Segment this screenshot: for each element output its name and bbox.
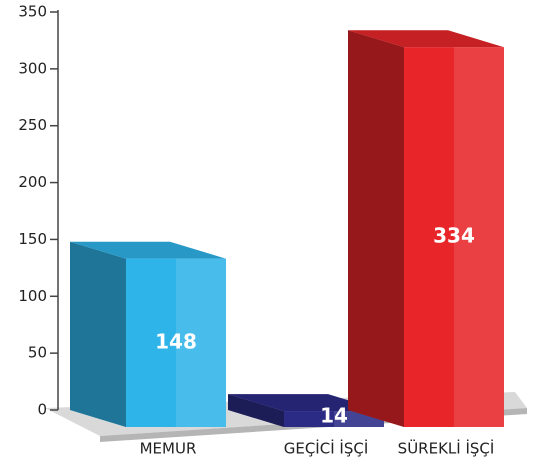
bar-side — [228, 394, 284, 427]
bar-top — [348, 30, 504, 48]
bar-top-shade — [70, 241, 226, 259]
bar-front-light — [454, 47, 504, 428]
bar-front — [126, 258, 226, 427]
y-tick-label: 150 — [18, 230, 47, 248]
bar-side — [70, 241, 126, 427]
bar-front-light — [176, 258, 226, 427]
y-tick-label: 100 — [18, 287, 47, 305]
x-tick-label: SÜREKLİ İŞÇİ — [398, 439, 495, 458]
bar-top-shade — [348, 30, 504, 48]
bar-side-shade — [348, 30, 404, 428]
x-tick-label: MEMUR — [140, 440, 197, 458]
x-tick-label: GEÇİCİ İŞÇİ — [284, 439, 369, 458]
y-tick-label: 350 — [18, 3, 47, 21]
bar-side-shade — [70, 241, 126, 427]
y-tick-label: 200 — [18, 173, 47, 191]
bar-top — [228, 394, 384, 412]
value-label: 148 — [155, 329, 197, 353]
bar-front — [284, 411, 384, 427]
bar-side — [348, 30, 404, 428]
bar — [228, 394, 384, 427]
bar-front — [404, 47, 504, 428]
y-tick-label: 0 — [37, 401, 47, 419]
value-label: 14 — [320, 404, 348, 428]
bar — [348, 30, 504, 428]
y-tick-label: 50 — [28, 344, 47, 362]
y-tick-label: 300 — [18, 59, 47, 77]
y-tick-label: 250 — [18, 116, 47, 134]
bar — [70, 241, 226, 427]
bar-top-shade — [228, 394, 384, 412]
bar-side-shade — [228, 394, 284, 427]
value-label: 334 — [433, 224, 475, 248]
bar-top — [70, 241, 226, 259]
